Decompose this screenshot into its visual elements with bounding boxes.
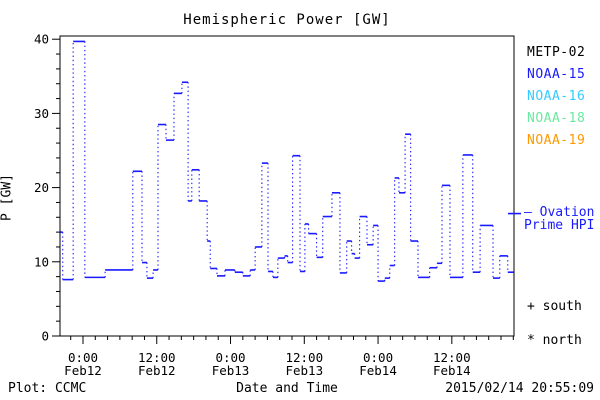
ovation-prime-hpi-label: – Ovation Prime HPI [524, 206, 594, 232]
south-marker-label: + south [527, 299, 582, 314]
x-tick-time-label: 0:00 [68, 350, 98, 365]
y-tick-label: 40 [34, 32, 49, 47]
legend-item-noaa-19: NOAA-19 [527, 133, 586, 148]
page-title: Hemispheric Power [GW] [183, 12, 391, 28]
y-tick-label: 10 [34, 254, 49, 269]
x-tick-date-label: Feb12 [138, 363, 176, 378]
x-tick-date-label: Feb13 [212, 363, 250, 378]
legend-item-metp-02: METP-02 [527, 45, 586, 60]
ovation-label-line2: Prime HPI [524, 218, 595, 233]
legend-item-noaa-18: NOAA-18 [527, 111, 586, 126]
x-tick-time-label: 0:00 [363, 350, 393, 365]
plot-timestamp: 2015/02/14 20:55:09 [445, 381, 594, 396]
y-tick-label: 30 [34, 106, 49, 121]
plot-source: Plot: CCMC [8, 381, 87, 396]
plot-box [59, 35, 515, 337]
north-marker-label: * north [527, 333, 582, 348]
x-tick-date-label: Feb14 [433, 363, 471, 378]
x-tick-date-label: Feb12 [64, 363, 102, 378]
x-tick-date-label: Feb14 [359, 363, 397, 378]
y-tick-label: 0 [41, 329, 49, 344]
x-tick-time-label: 12:00 [285, 350, 323, 365]
x-tick-time-label: 12:00 [138, 350, 176, 365]
y-axis-label: P [GW] [0, 174, 15, 221]
x-tick-date-label: Feb13 [285, 363, 323, 378]
y-tick-label: 20 [34, 180, 49, 195]
legend-item-noaa-15: NOAA-15 [527, 67, 586, 82]
ovation-label-line1: – Ovation [524, 205, 595, 220]
x-tick-time-label: 0:00 [215, 350, 245, 365]
legend-item-noaa-16: NOAA-16 [527, 89, 586, 104]
x-tick-time-label: 12:00 [433, 350, 471, 365]
x-axis-label: Date and Time [236, 381, 338, 396]
